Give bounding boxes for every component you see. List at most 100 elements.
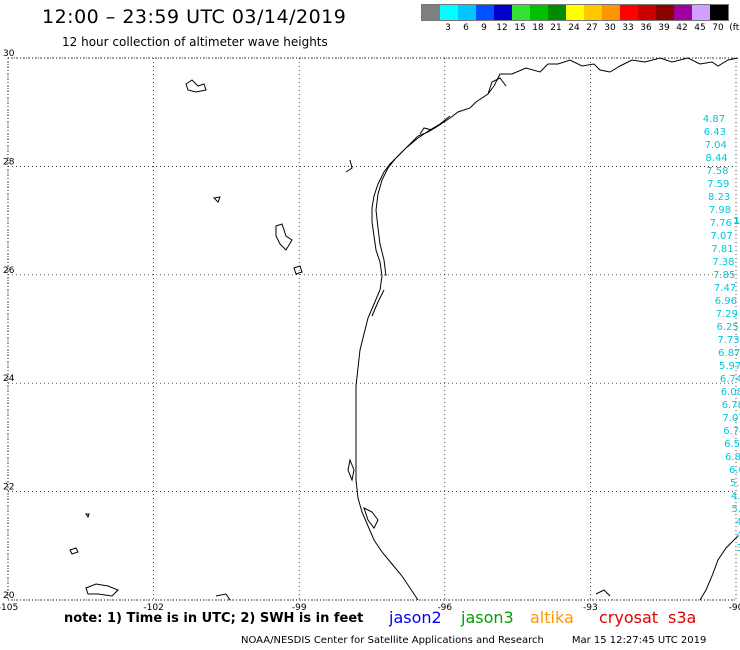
- longitude-tick-label: -90: [729, 603, 740, 613]
- track-value: 8.23: [708, 192, 730, 203]
- color-swatch: [494, 5, 512, 20]
- color-scale-label: 21: [550, 23, 562, 33]
- color-scale-label: 27: [586, 23, 598, 33]
- latitude-tick-label: 20: [3, 591, 15, 601]
- lake-north: [185, 79, 207, 93]
- longitude-tick-label: -102: [143, 603, 163, 613]
- track-value: 5.3: [730, 478, 740, 489]
- longitude-tick-labels: -105 -102 -99 -96 -93 -90: [0, 603, 740, 613]
- color-swatch: [512, 5, 530, 20]
- lagoon-coast: [347, 458, 355, 482]
- note-text: note: 1) Time is in UTC; 2) SWH is in fe…: [64, 611, 364, 626]
- color-scale-label: 12: [496, 23, 508, 33]
- color-scale-label: 42: [676, 23, 688, 33]
- track-value: 6.0: [729, 465, 740, 476]
- timestamp-text: Mar 15 12:27:45 UTC 2019: [571, 635, 707, 646]
- color-swatch: [530, 5, 548, 20]
- satellite-jason2: jason2: [389, 608, 442, 627]
- color-scale-label: 9: [481, 23, 487, 33]
- lagoon-south: [363, 507, 379, 529]
- color-scale-label: 3: [445, 23, 451, 33]
- island-small-a: [69, 547, 79, 555]
- coastline-gulf-coast: [355, 57, 739, 601]
- longitude-tick-label: -96: [437, 603, 452, 613]
- track-value: 7.98: [709, 205, 731, 216]
- lake-small-1: [293, 265, 303, 275]
- track-value: 4.87: [703, 114, 725, 125]
- track-value: 7.04: [705, 140, 727, 151]
- red-track-marker: 1: [733, 216, 740, 227]
- track-value: 8.44: [705, 153, 727, 164]
- color-scale-swatches: [421, 4, 729, 21]
- color-swatch: [692, 5, 710, 20]
- track-value: 6.25: [716, 322, 738, 333]
- track-value: 6.96: [715, 296, 737, 307]
- color-scale-label: 18: [532, 23, 544, 33]
- color-scale-label: 39: [658, 23, 670, 33]
- footer-credit: NOAA/NESDIS Center for Satellite Applica…: [241, 635, 734, 646]
- latitude-tick-labels: 30 28 26 24 22 20: [3, 49, 15, 601]
- color-swatch: [440, 5, 458, 20]
- track-value: 7.29: [716, 309, 738, 320]
- track-value: 5.97: [719, 361, 740, 372]
- map-subtitle: 12 hour collection of altimeter wave hei…: [62, 35, 328, 49]
- track-value: 6.74: [723, 426, 740, 437]
- longitude-tick-label: -105: [0, 603, 18, 613]
- color-swatch: [476, 5, 494, 20]
- satellite-cryosat: cryosat: [599, 608, 659, 627]
- color-scale-label: 15: [514, 23, 526, 33]
- island-features-bottom: [215, 589, 611, 601]
- latitude-tick-label: 30: [3, 49, 15, 59]
- color-scale-label: 33: [622, 23, 634, 33]
- track-value: 7.76: [710, 218, 732, 229]
- track-value: 6.08: [721, 387, 740, 398]
- track-value: 6.78: [722, 400, 740, 411]
- latitude-tick-label: 22: [3, 483, 14, 493]
- track-value: 7.59: [707, 179, 729, 190]
- color-scale-label: 45: [694, 23, 706, 33]
- track-value: 4.: [736, 530, 740, 541]
- color-scale-label: 36: [640, 23, 652, 33]
- color-scale-label: 24: [568, 23, 580, 33]
- color-swatch: [638, 5, 656, 20]
- track-value: 7.47: [714, 283, 736, 294]
- color-scale-label: 70: [712, 23, 724, 33]
- track-value: 6.83: [725, 452, 740, 463]
- color-scale-label: 30: [604, 23, 616, 33]
- color-swatch: [422, 5, 440, 20]
- longitude-tick-label: -99: [292, 603, 307, 613]
- island-small-b: [85, 513, 90, 519]
- track-value: 4.6: [731, 491, 740, 502]
- track-value: 6.43: [704, 127, 726, 138]
- coastline-bays: [345, 77, 507, 173]
- track-value: 6.56: [724, 439, 740, 450]
- satellite-s3a: s3a: [668, 608, 697, 627]
- track-value: 7.07: [711, 231, 733, 242]
- color-swatch: [458, 5, 476, 20]
- latitude-tick-label: 26: [3, 266, 15, 276]
- satellite-altika: altika: [530, 608, 574, 627]
- longitude-tick-label: -93: [583, 603, 598, 613]
- lake-central: [275, 223, 293, 251]
- latitude-tick-label: 24: [3, 374, 15, 384]
- coastline: [345, 57, 739, 601]
- grid-lines: [7, 57, 737, 601]
- track-value: 6.87: [718, 348, 740, 359]
- island-lower: [85, 583, 119, 597]
- color-swatch: [602, 5, 620, 20]
- color-swatch: [674, 5, 692, 20]
- map-title: 12:00 – 23:59 UTC 03/14/2019: [42, 6, 347, 28]
- map-frame: [7, 57, 736, 601]
- color-swatch: [656, 5, 674, 20]
- track-value: 5.3: [732, 504, 740, 515]
- altimeter-track-values: 4.87 6.43 7.04 8.44 7.58 7.59 8.23 7.98 7.76 7.07…: [703, 114, 740, 554]
- latitude-tick-label: 28: [3, 157, 15, 167]
- color-swatch: [548, 5, 566, 20]
- lake-small-2: [212, 196, 221, 203]
- color-swatch: [710, 5, 728, 20]
- coastline-barrier-islands: [371, 115, 451, 317]
- track-value: 7.73: [717, 335, 739, 346]
- track-value: 4.: [736, 517, 740, 528]
